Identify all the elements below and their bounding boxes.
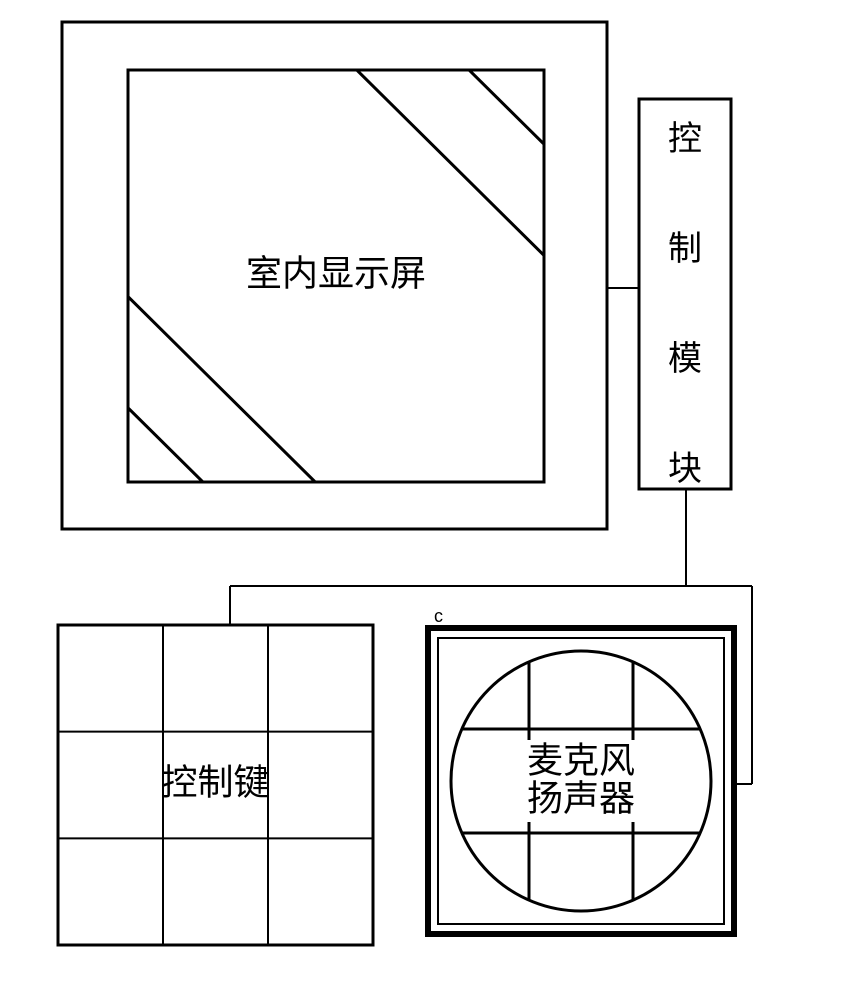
display-screen-block: 室内显示屏 (62, 22, 607, 529)
svg-text:模: 模 (668, 340, 702, 378)
svg-text:块: 块 (668, 450, 702, 488)
svg-text:制: 制 (668, 230, 702, 268)
control-module-block: 控制模块 (639, 99, 731, 489)
mic-speaker-block: 麦克风 扬声器 c (428, 606, 734, 934)
svg-text:控: 控 (668, 120, 702, 158)
mic-speaker-label-line2: 扬声器 (527, 778, 635, 819)
display-screen-label: 室内显示屏 (246, 253, 426, 294)
control-module-label: 控制模块 (668, 120, 702, 488)
c-letter-label: c (434, 606, 443, 626)
control-keys-block: 控制键 (58, 625, 373, 945)
mic-speaker-label-line1: 麦克风 (527, 740, 635, 781)
control-keys-label: 控制键 (161, 762, 269, 803)
